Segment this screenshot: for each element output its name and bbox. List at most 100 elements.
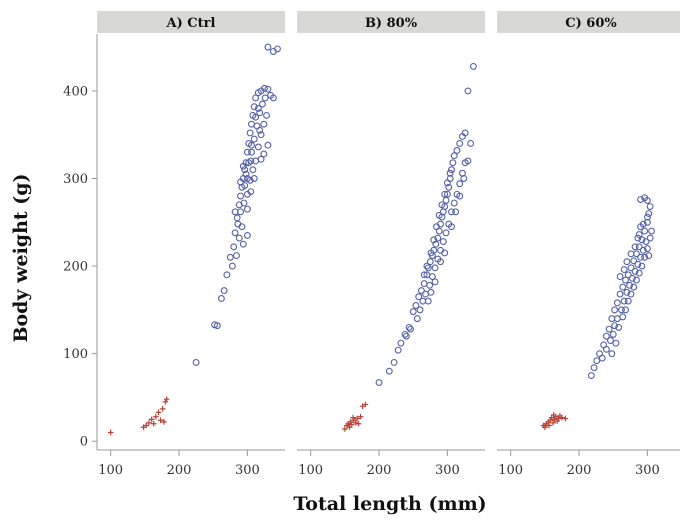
y-tick-label: 200 <box>63 260 88 275</box>
data-point <box>433 223 440 231</box>
data-point <box>226 253 234 261</box>
data-point <box>402 332 410 340</box>
data-point <box>397 339 405 347</box>
data-point <box>449 159 457 167</box>
data-point <box>450 152 458 160</box>
data-point <box>424 264 432 272</box>
data-point <box>550 420 556 426</box>
data-point <box>460 175 468 182</box>
data-point <box>426 258 434 266</box>
data-point <box>456 140 464 147</box>
data-point <box>220 287 228 295</box>
data-point <box>634 260 642 268</box>
x-tick-label: 200 <box>167 463 192 478</box>
x-tick-label: 100 <box>498 463 523 478</box>
data-point <box>542 424 548 431</box>
data-point <box>350 414 356 421</box>
data-point <box>192 358 200 366</box>
data-point <box>237 178 245 186</box>
data-point <box>427 288 435 296</box>
data-point <box>431 278 439 286</box>
data-point <box>446 169 454 177</box>
data-point <box>448 166 455 174</box>
data-point <box>619 283 627 291</box>
panel-strip <box>497 11 680 33</box>
data-point <box>250 135 258 143</box>
data-point <box>254 143 262 151</box>
data-point <box>357 413 364 420</box>
y-tick-label: 0 <box>80 435 88 450</box>
data-point <box>239 240 247 248</box>
data-point <box>448 208 455 216</box>
data-point <box>587 372 595 380</box>
data-point <box>150 420 157 427</box>
data-point <box>155 409 162 416</box>
data-point <box>602 332 610 340</box>
data-point <box>431 264 439 272</box>
data-point <box>445 183 453 191</box>
data-point <box>412 302 420 309</box>
data-point <box>637 196 645 203</box>
series-adult <box>375 62 477 387</box>
data-point <box>375 379 383 387</box>
data-point <box>231 229 239 237</box>
data-point <box>646 203 654 210</box>
data-point <box>274 45 281 53</box>
data-point <box>642 238 650 246</box>
data-point <box>438 201 446 209</box>
data-point <box>469 62 477 70</box>
data-point <box>441 190 449 198</box>
data-point <box>233 214 241 222</box>
data-point <box>646 234 654 242</box>
data-point <box>264 141 272 149</box>
data-point <box>233 252 240 260</box>
data-point <box>264 85 272 93</box>
panel-1: A) Ctrl 100 200 300 <box>97 11 285 478</box>
data-point <box>355 420 362 427</box>
data-point <box>148 416 155 423</box>
data-point <box>635 269 643 277</box>
data-point <box>616 290 624 298</box>
data-point <box>641 253 649 261</box>
data-point <box>390 358 398 366</box>
series-adult <box>192 43 281 366</box>
data-point <box>624 297 632 305</box>
data-point <box>450 199 458 207</box>
data-point <box>645 252 653 260</box>
data-point <box>611 322 619 330</box>
data-point <box>243 175 251 182</box>
data-point <box>243 205 251 213</box>
data-point <box>385 367 393 375</box>
data-point <box>407 325 414 333</box>
data-point <box>443 190 451 198</box>
x-tick-label: 200 <box>567 463 592 478</box>
data-point <box>423 262 431 270</box>
data-point <box>248 120 255 128</box>
data-point <box>243 148 251 156</box>
data-point <box>417 287 425 295</box>
data-point <box>645 210 653 217</box>
data-point <box>631 243 639 251</box>
data-point <box>434 234 442 242</box>
series-juvenile <box>107 396 170 436</box>
data-point <box>250 175 258 182</box>
data-point <box>401 330 409 338</box>
x-tick-label: 300 <box>635 463 660 478</box>
data-point <box>342 426 348 432</box>
data-point <box>546 422 552 429</box>
data-point <box>620 266 628 274</box>
data-point <box>237 208 245 216</box>
data-point <box>157 417 164 424</box>
data-point <box>420 280 428 288</box>
data-point <box>635 243 643 251</box>
data-point <box>627 250 635 258</box>
data-point <box>641 227 649 235</box>
data-point <box>461 129 469 137</box>
data-point <box>441 249 449 257</box>
data-point <box>643 245 651 253</box>
data-point <box>648 227 655 235</box>
data-point <box>261 84 268 92</box>
series-juvenile <box>342 401 369 432</box>
x-tick-label: 100 <box>98 463 123 478</box>
data-point <box>442 196 450 204</box>
